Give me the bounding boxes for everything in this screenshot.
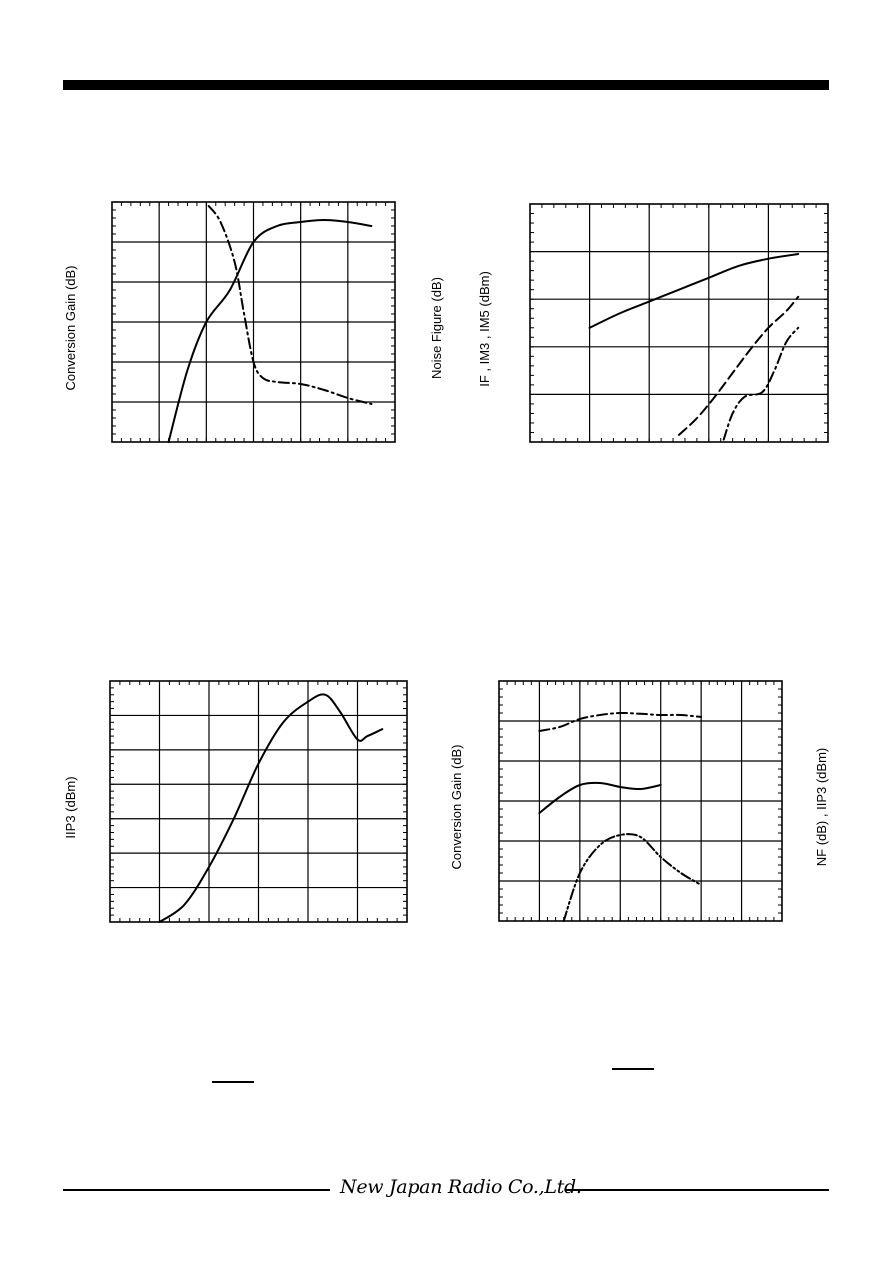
chart4-series-3-dash-dot-dot	[562, 833, 703, 922]
chart2-frame	[529, 203, 829, 443]
chart4-y-axis-right-label: NF (dB) , IIP3 (dBm)	[814, 748, 829, 866]
chart1-frame	[111, 201, 396, 443]
note-overline-left	[212, 1081, 254, 1083]
chart3-y-axis-label: IIP3 (dBm)	[63, 776, 78, 838]
chart1-series-2-dash-dot	[207, 205, 373, 405]
top-rule-bar	[63, 80, 829, 90]
chart4-frame	[498, 680, 783, 922]
chart2-series-2-dash	[678, 295, 800, 436]
chart2-series-3-dash-dot	[722, 326, 800, 441]
footer-company-name: New Japan Radio Co.,Ltd.	[340, 1176, 582, 1198]
chart1-y-axis-right-label: Noise Figure (dB)	[429, 277, 444, 379]
chart2-y-axis-label: IF , IM3 , IM5 (dBm)	[477, 271, 492, 387]
chart4-series-1-dash-dot	[538, 711, 703, 732]
chart3-frame	[109, 680, 408, 923]
footer-rule-right	[566, 1189, 829, 1191]
chart4-series-2-solid	[538, 781, 662, 814]
chart3-series-1-solid	[158, 693, 384, 923]
footer-rule-left	[63, 1189, 330, 1191]
chart2-series-1-solid	[588, 253, 800, 329]
chart1-y-axis-label: Conversion Gain (dB)	[63, 266, 78, 391]
note-overline-right	[612, 1068, 654, 1070]
chart4-y-axis-label: Conversion Gain (dB)	[449, 745, 464, 870]
chart1-series-1-solid	[167, 219, 373, 443]
